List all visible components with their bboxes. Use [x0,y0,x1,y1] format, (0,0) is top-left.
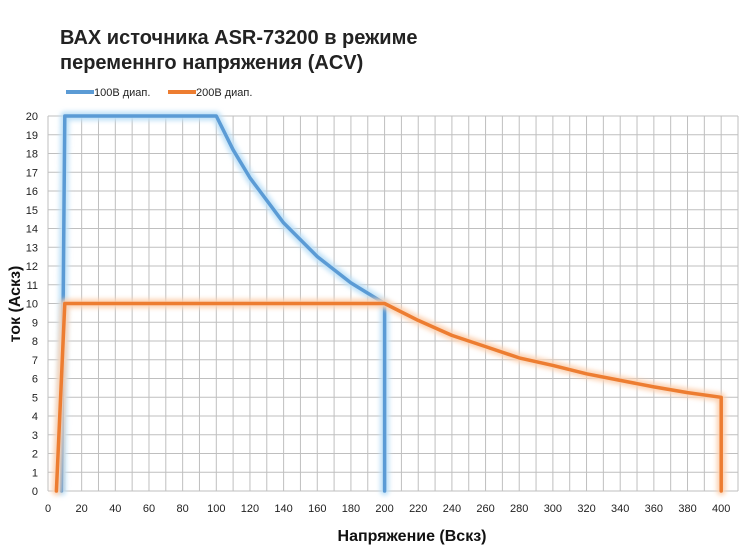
y-tick-label: 5 [32,392,38,404]
x-tick-label: 380 [678,503,696,515]
x-tick-label: 320 [577,503,595,515]
y-tick-label: 20 [26,111,38,123]
x-tick-label: 60 [143,503,155,515]
x-tick-label: 200 [375,503,393,515]
chart-title-line-2: переменнго напряжения (ACV) [60,52,364,74]
x-tick-label: 160 [308,503,326,515]
y-tick-label: 13 [26,242,38,254]
y-tick-label: 2 [32,449,38,461]
legend: 100В диап. 200В диап. [66,87,252,99]
y-tick-label: 19 [26,130,38,142]
y-tick-label: 10 [26,299,38,311]
x-tick-label: 20 [76,503,88,515]
y-tick-label: 0 [32,486,38,498]
x-tick-label: 260 [476,503,494,515]
x-tick-label: 220 [409,503,427,515]
x-tick-label: 140 [274,503,292,515]
legend-label-2: 200В диап. [196,87,252,99]
y-tick-label: 12 [26,261,38,273]
y-tick-label: 14 [26,224,38,236]
y-tick-label: 4 [32,411,38,423]
y-tick-label: 17 [26,167,38,179]
x-tick-label: 180 [342,503,360,515]
y-tick-label: 7 [32,355,38,367]
axis-ticks: 0 20 40 60 80 100 120 140 160 180 200 220 240 260 280 3… [26,111,731,515]
y-tick-label: 11 [27,280,38,292]
y-tick-label: 15 [26,205,38,217]
legend-label-1: 100В диап. [94,87,150,99]
y-tick-label: 8 [32,336,38,348]
x-tick-label: 400 [712,503,730,515]
x-tick-label: 340 [611,503,629,515]
x-tick-label: 100 [207,503,225,515]
y-tick-label: 1 [32,467,38,479]
x-tick-label: 300 [544,503,562,515]
x-tick-label: 0 [45,503,51,515]
y-tick-label: 18 [26,149,38,161]
x-tick-label: 360 [645,503,663,515]
y-tick-label: 6 [32,374,38,386]
series-lines [51,111,726,496]
x-tick-label: 240 [443,503,461,515]
x-tick-label: 80 [177,503,189,515]
x-axis-label: Напряжение (Вскз) [338,528,487,545]
y-axis-label: ток (Аскз) [7,266,24,343]
grid [47,115,739,492]
series-line-1 [59,114,387,493]
chart-title: ВАХ источника ASR-73200 в режиме перемен… [60,26,418,76]
x-tick-label: 120 [241,503,259,515]
series-line-2 [54,301,723,493]
y-tick-label: 16 [26,186,38,198]
chart-title-line-1: ВАХ источника ASR-73200 в режиме [60,27,418,49]
x-tick-label: 280 [510,503,528,515]
x-tick-label: 40 [109,503,121,515]
y-tick-label: 9 [32,317,38,329]
y-tick-label: 3 [32,430,38,442]
